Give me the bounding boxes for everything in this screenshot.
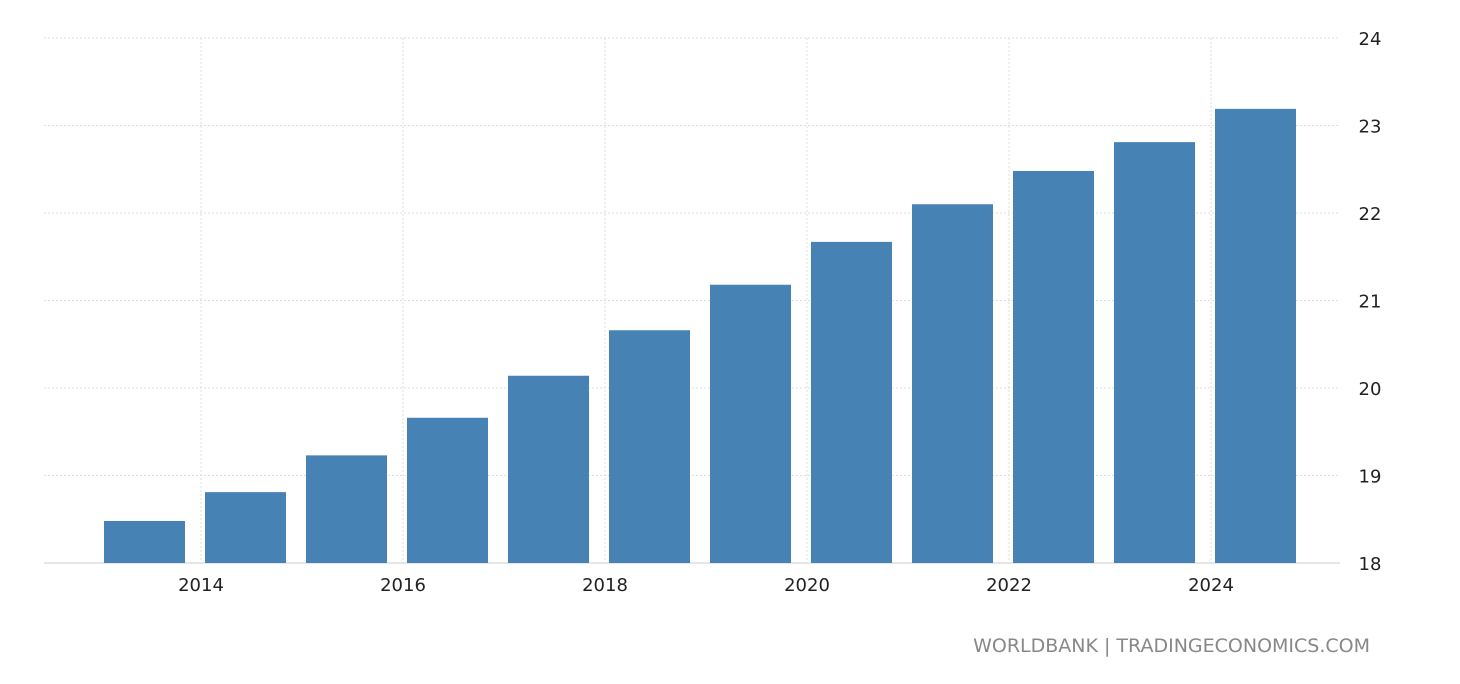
y-tick-label: 24 — [1359, 29, 1382, 50]
grid-lines — [44, 37, 1340, 564]
x-tick-label: 2016 — [380, 575, 426, 596]
x-tick-label: 2022 — [986, 575, 1032, 596]
bar-2022 — [1013, 171, 1094, 563]
x-axis-ticks: 2014 2016 2018 2020 2022 2024 — [178, 575, 1234, 596]
source-label: WORLDBANK | TRADINGECONOMICS.COM — [973, 635, 1370, 657]
bar-2023 — [1114, 142, 1195, 563]
y-axis-ticks: 18 19 20 21 22 23 24 — [1359, 29, 1382, 575]
x-tick-label: 2024 — [1188, 575, 1234, 596]
bar-2016 — [407, 417, 488, 563]
y-tick-label: 20 — [1359, 379, 1382, 400]
bar-2020 — [811, 241, 892, 563]
x-tick-label: 2018 — [582, 575, 628, 596]
bar-2015 — [306, 455, 387, 563]
y-tick-label: 18 — [1359, 554, 1382, 575]
y-tick-label: 23 — [1359, 117, 1382, 138]
x-tick-label: 2020 — [784, 575, 830, 596]
bar-2018 — [609, 330, 690, 563]
bar-2013 — [104, 521, 185, 563]
bar-2019 — [710, 284, 791, 563]
y-tick-label: 21 — [1359, 292, 1382, 313]
bar-2017 — [508, 375, 589, 563]
bars — [104, 108, 1296, 563]
y-tick-label: 22 — [1359, 204, 1382, 225]
bar-2021 — [912, 204, 993, 563]
bar-2024 — [1215, 108, 1296, 563]
bar-2014 — [205, 492, 286, 563]
y-tick-label: 19 — [1359, 467, 1382, 488]
x-tick-label: 2014 — [178, 575, 224, 596]
